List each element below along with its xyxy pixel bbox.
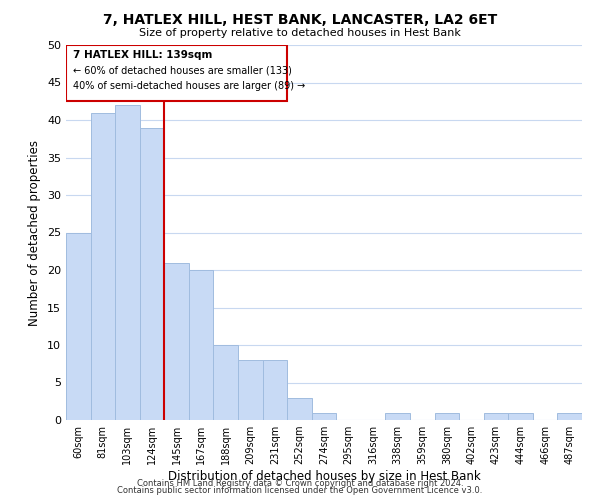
Bar xyxy=(287,398,312,420)
Text: Size of property relative to detached houses in Hest Bank: Size of property relative to detached ho… xyxy=(139,28,461,38)
Bar xyxy=(385,412,410,420)
Text: 7 HATLEX HILL: 139sqm: 7 HATLEX HILL: 139sqm xyxy=(73,50,213,60)
Text: ← 60% of detached houses are smaller (133): ← 60% of detached houses are smaller (13… xyxy=(73,65,292,75)
FancyBboxPatch shape xyxy=(66,45,287,101)
Bar xyxy=(557,412,582,420)
Bar xyxy=(214,345,238,420)
Bar xyxy=(508,412,533,420)
Bar xyxy=(312,412,336,420)
Bar xyxy=(238,360,263,420)
X-axis label: Distribution of detached houses by size in Hest Bank: Distribution of detached houses by size … xyxy=(167,470,481,483)
Bar xyxy=(66,232,91,420)
Text: Contains public sector information licensed under the Open Government Licence v3: Contains public sector information licen… xyxy=(118,486,482,495)
Bar xyxy=(263,360,287,420)
Bar xyxy=(484,412,508,420)
Bar xyxy=(91,112,115,420)
Text: 40% of semi-detached houses are larger (89) →: 40% of semi-detached houses are larger (… xyxy=(73,81,305,91)
Bar xyxy=(434,412,459,420)
Bar xyxy=(189,270,214,420)
Bar xyxy=(140,128,164,420)
Y-axis label: Number of detached properties: Number of detached properties xyxy=(28,140,41,326)
Bar xyxy=(164,262,189,420)
Bar xyxy=(115,105,140,420)
Text: Contains HM Land Registry data © Crown copyright and database right 2024.: Contains HM Land Registry data © Crown c… xyxy=(137,478,463,488)
Text: 7, HATLEX HILL, HEST BANK, LANCASTER, LA2 6ET: 7, HATLEX HILL, HEST BANK, LANCASTER, LA… xyxy=(103,12,497,26)
